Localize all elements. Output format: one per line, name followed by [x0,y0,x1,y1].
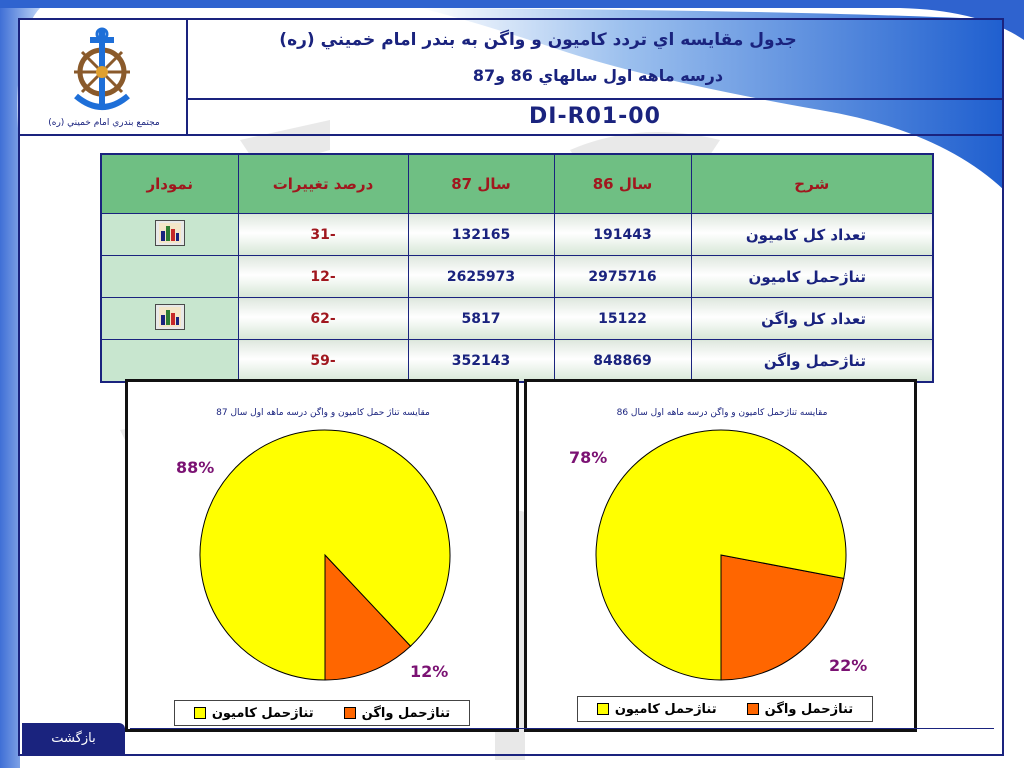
pie-chart-panel-87: مقايسه تناژ حمل كاميون و واگن درسه ماهه … [125,379,519,732]
description-cell: تعداد كل واگن [690,297,934,340]
table-row: -12 2625973 2975716 تناژحمل كاميون [100,255,934,298]
document-code: DI-R01-00 [529,104,661,129]
chart-title: مقايسه تناژ حمل كاميون و واگن درسه ماهه … [216,408,430,418]
pie-chart-86 [595,429,847,681]
logo-cell [20,20,188,136]
legend-swatch [193,707,206,719]
change-percent-cell: -31 [237,213,409,256]
footer-divider [130,728,994,729]
year-86-cell: 15122 [553,297,692,340]
column-header-year-87: سال 87 [407,153,555,214]
legend-swatch [343,707,356,719]
legend-label: تناژحمل كاميون [614,701,717,717]
legend-item-wagon: تناژحمل واگن [746,701,854,717]
title-cell [188,20,1002,100]
pie-chart-87 [199,429,451,681]
table-header-row: نمودار درصد تغييرات سال 87 سال 86 شرح [100,153,934,214]
page-title: جدول مقايسه اي تردد كاميون و واگن به بند… [279,30,797,50]
page-frame [18,18,1004,756]
pie-chart-panel-86: مقايسه تناژحمل كاميون و واگن درسه ماهه ا… [524,379,917,732]
year-86-cell: 191443 [553,213,692,256]
comparison-table: نمودار درصد تغييرات سال 87 سال 86 شرح [100,153,934,383]
year-86-cell: 2975716 [553,255,692,298]
code-cell [188,100,1002,136]
legend-label: تناژحمل واگن [361,705,451,721]
legend-label: تناژحمل واگن [764,701,854,717]
logo-caption: مجتمع بندري امام خميني (ره) [48,118,160,128]
change-percent-cell: -62 [237,297,409,340]
table-row: -59 352143 848869 تناژحمل واگن [100,339,934,383]
description-cell: تناژحمل واگن [690,339,934,383]
anchor-logo-icon [74,27,130,110]
legend-label: تناژحمل كاميون [211,705,314,721]
change-percent-cell: -59 [237,339,409,383]
chart-cell [100,213,239,256]
pie-slice-truck [595,429,847,681]
page-subtitle: درسه ماهه اول سالهاي 86 و87 [472,66,724,85]
legend-item-truck: تناژحمل كاميون [596,701,717,717]
chart-button[interactable] [154,219,185,246]
column-header-description: شرح [690,153,934,214]
change-percent-cell: -12 [237,255,409,298]
description-cell: تعداد كل كاميون [690,213,934,256]
column-header-year-86: سال 86 [553,153,692,214]
table-row: -31 132165 191443 تعداد كل كاميون [100,213,934,256]
pie-label-wagon: 12% [408,662,451,681]
chart-cell [100,297,239,340]
year-87-cell: 352143 [407,339,555,383]
pie-slice-truck [199,429,451,681]
legend-item-wagon: تناژحمل واگن [343,705,451,721]
pie-slice-wagon [720,554,845,681]
chart-legend: تناژحمل واگن تناژحمل كاميون [174,700,470,726]
chart-cell [100,339,239,383]
year-86-cell: 848869 [553,339,692,383]
back-button[interactable]: بازگشت [22,723,125,754]
pie-label-truck: 88% [174,458,217,477]
year-87-cell: 5817 [407,297,555,340]
legend-swatch [746,703,759,715]
column-header-change-percent: درصد تغييرات [237,153,409,214]
chart-title: مقايسه تناژحمل كاميون و واگن درسه ماهه ا… [616,408,828,418]
chart-legend: تناژحمل واگن تناژحمل كاميون [577,696,873,722]
bar-chart-icon [158,306,181,327]
table-row: -62 5817 15122 تعداد كل واگن [100,297,934,340]
year-87-cell: 2625973 [407,255,555,298]
pie-label-truck: 78% [567,448,610,467]
legend-swatch [596,703,609,715]
bar-chart-icon [158,222,181,243]
chart-button[interactable] [154,303,185,330]
pie-slice-wagon [324,553,412,681]
column-header-chart: نمودار [100,153,239,214]
chart-cell [100,255,239,298]
description-cell: تناژحمل كاميون [690,255,934,298]
legend-item-truck: تناژحمل كاميون [193,705,314,721]
pie-label-wagon: 22% [827,656,870,675]
year-87-cell: 132165 [407,213,555,256]
